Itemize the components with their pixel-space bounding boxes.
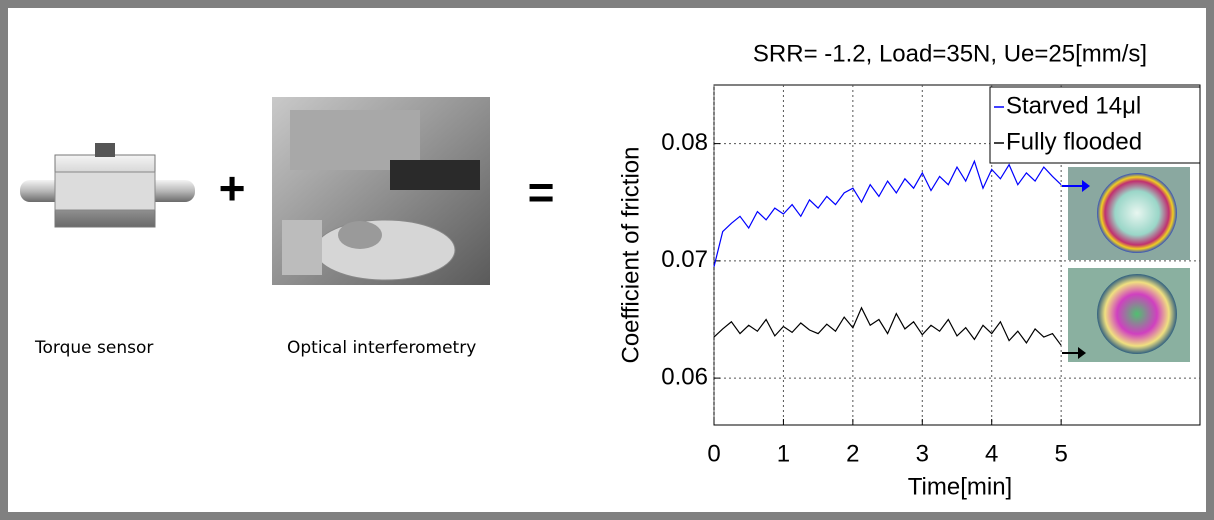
y-tick-label: 0.06 [661,363,708,390]
x-tick-label: 3 [916,440,929,467]
x-tick-label: 1 [777,440,790,467]
plus-sign: + [219,162,246,214]
chart-title: SRR= -1.2, Load=35N, Ue=25[mm/s] [753,40,1147,67]
data-line [713,159,1062,267]
x-tick-label: 0 [707,440,720,467]
torque-sensor-photo [20,143,195,228]
x-axis-label: Time[min] [908,473,1012,500]
legend-label: Starved 14μl [1006,92,1141,119]
y-tick-label: 0.08 [661,129,708,156]
x-tick-label: 2 [846,440,859,467]
plot: 0.06 0.07 0.08 0 1 2 3 4 5 Starved 14μl Fully floo… [661,84,1201,467]
x-tick-label: 5 [1054,440,1067,467]
data-line [713,306,1062,346]
legend-box [989,86,1201,164]
caption: Torque sensor [34,338,153,358]
legend: Starved 14μl Fully flooded [989,86,1201,164]
y-tick-label: 0.07 [661,246,708,273]
legend-label: Fully flooded [1006,128,1142,155]
caption: Optical interferometry [287,338,476,358]
equals-sign: = [528,166,555,218]
x-tick-label: 4 [985,440,998,467]
y-axis-label: Coefficient of friction [617,147,644,364]
inset-images [1062,167,1190,362]
optical-photo [272,97,490,285]
